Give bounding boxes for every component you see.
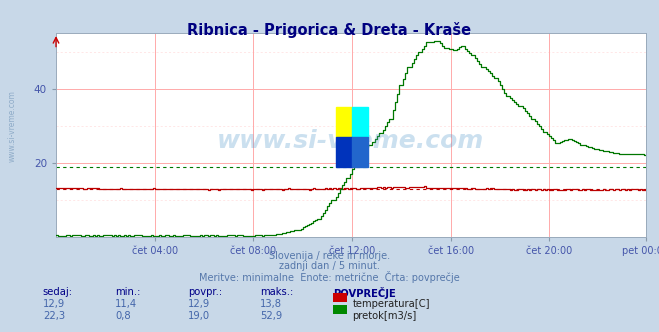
Text: pretok[m3/s]: pretok[m3/s]	[353, 311, 416, 321]
Text: 52,9: 52,9	[260, 311, 283, 321]
Bar	[352, 137, 368, 167]
Text: maks.:: maks.:	[260, 287, 293, 297]
Bar	[335, 137, 352, 167]
Text: POVPREČJE: POVPREČJE	[333, 287, 395, 299]
Text: 12,9: 12,9	[43, 299, 65, 309]
Text: Ribnica - Prigorica & Dreta - Kraše: Ribnica - Prigorica & Dreta - Kraše	[187, 22, 472, 38]
Text: zadnji dan / 5 minut.: zadnji dan / 5 minut.	[279, 261, 380, 271]
Text: povpr.:: povpr.:	[188, 287, 222, 297]
Text: Slovenija / reke in morje.: Slovenija / reke in morje.	[269, 251, 390, 261]
Text: 13,8: 13,8	[260, 299, 282, 309]
Bar	[335, 108, 352, 137]
Text: 12,9: 12,9	[188, 299, 210, 309]
Bar	[352, 108, 368, 137]
Text: min.:: min.:	[115, 287, 141, 297]
Text: sedaj:: sedaj:	[43, 287, 73, 297]
Text: 19,0: 19,0	[188, 311, 210, 321]
Text: 11,4: 11,4	[115, 299, 138, 309]
Text: 0,8: 0,8	[115, 311, 131, 321]
Text: www.si-vreme.com: www.si-vreme.com	[217, 129, 484, 153]
Text: temperatura[C]: temperatura[C]	[353, 299, 430, 309]
Text: www.si-vreme.com: www.si-vreme.com	[8, 90, 17, 162]
Text: 22,3: 22,3	[43, 311, 65, 321]
Text: Meritve: minimalne  Enote: metrične  Črta: povprečje: Meritve: minimalne Enote: metrične Črta:…	[199, 271, 460, 283]
